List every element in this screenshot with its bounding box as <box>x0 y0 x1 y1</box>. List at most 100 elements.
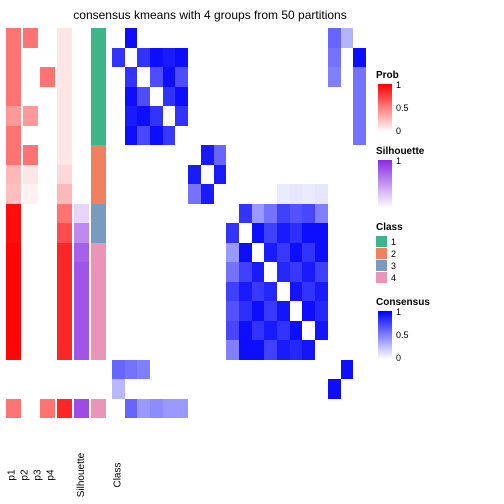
tick: 0 <box>396 353 409 363</box>
heatmap-cell <box>188 360 201 380</box>
heatmap-cell <box>328 321 341 341</box>
class-swatch <box>376 236 387 247</box>
heatmap-cell <box>150 399 163 419</box>
heatmap-cell <box>112 223 125 243</box>
heatmap-cell <box>252 223 265 243</box>
heatmap-cell <box>163 321 176 341</box>
heatmap-cell <box>315 126 328 146</box>
heatmap-cell <box>163 67 176 87</box>
heatmap-cell <box>239 360 252 380</box>
heatmap-cell <box>125 28 138 48</box>
heatmap-cell <box>315 184 328 204</box>
heatmap-cell <box>302 360 315 380</box>
anno-cell <box>74 126 89 146</box>
anno-cell <box>6 223 21 243</box>
heatmap-cell <box>125 145 138 165</box>
heatmap-cell <box>328 48 341 68</box>
heatmap-cell <box>112 301 125 321</box>
heatmap-cell <box>302 262 315 282</box>
anno-cell <box>91 262 106 282</box>
heatmap-cell <box>277 145 290 165</box>
heatmap-cell <box>137 165 150 185</box>
heatmap-cell <box>214 145 227 165</box>
heatmap-cell <box>264 145 277 165</box>
heatmap-cell <box>353 145 366 165</box>
anno-cell <box>57 106 72 126</box>
anno-cell <box>57 243 72 263</box>
heatmap-cell <box>125 360 138 380</box>
legend-cons-title: Consensus <box>376 297 498 308</box>
heatmap-cell <box>252 340 265 360</box>
heatmap-cell <box>239 301 252 321</box>
heatmap-cell <box>226 360 239 380</box>
anno-cell <box>6 379 21 399</box>
heatmap-cell <box>290 360 303 380</box>
heatmap-cell <box>175 223 188 243</box>
heatmap-cell <box>214 67 227 87</box>
heatmap-cell <box>239 262 252 282</box>
heatmap-cell <box>188 67 201 87</box>
heatmap-cell <box>328 243 341 263</box>
heatmap-cell <box>214 360 227 380</box>
heatmap-cell <box>214 106 227 126</box>
heatmap-cell <box>175 379 188 399</box>
heatmap-cell <box>264 379 277 399</box>
anno-cell <box>57 48 72 68</box>
anno-cell <box>6 48 21 68</box>
heatmap-cell <box>150 340 163 360</box>
legend-consensus: Consensus 1 0.5 0 <box>376 297 498 359</box>
anno-cell <box>23 301 38 321</box>
heatmap-cell <box>328 87 341 107</box>
anno-col-p4 <box>57 28 72 418</box>
heatmap-cell <box>214 204 227 224</box>
heatmap-cell <box>239 223 252 243</box>
anno-cell <box>40 48 55 68</box>
heatmap-cell <box>328 282 341 302</box>
heatmap-cell <box>188 243 201 263</box>
heatmap-cell <box>188 399 201 419</box>
heatmap-cell <box>264 301 277 321</box>
heatmap-cell <box>328 204 341 224</box>
heatmap-cell <box>277 379 290 399</box>
heatmap-cell <box>175 340 188 360</box>
heatmap-cell <box>239 106 252 126</box>
heatmap-cell <box>252 145 265 165</box>
anno-cell <box>91 106 106 126</box>
heatmap-cell <box>125 262 138 282</box>
heatmap-cell <box>175 145 188 165</box>
heatmap-cell <box>175 126 188 146</box>
heatmap-cell <box>239 204 252 224</box>
heatmap-cell <box>125 87 138 107</box>
anno-cell <box>6 340 21 360</box>
heatmap-cell <box>125 106 138 126</box>
heatmap-cell <box>175 243 188 263</box>
heatmap-cell <box>214 301 227 321</box>
heatmap-cell <box>315 282 328 302</box>
heatmap-cell <box>163 28 176 48</box>
heatmap-cell <box>302 321 315 341</box>
anno-cell <box>91 340 106 360</box>
heatmap-cell <box>214 48 227 68</box>
heatmap-cell <box>214 399 227 419</box>
anno-cell <box>6 145 21 165</box>
heatmap-cell <box>252 106 265 126</box>
heatmap-cell <box>290 282 303 302</box>
heatmap-cell <box>353 243 366 263</box>
heatmap-cell <box>137 106 150 126</box>
heatmap-cell <box>150 48 163 68</box>
heatmap-cell <box>214 321 227 341</box>
heatmap-cell <box>328 184 341 204</box>
heatmap-cell <box>239 184 252 204</box>
heatmap-cell <box>163 223 176 243</box>
heatmap-cell <box>302 282 315 302</box>
anno-cell <box>91 165 106 185</box>
heatmap-cell <box>163 204 176 224</box>
heatmap-cell <box>112 379 125 399</box>
heatmap-cell <box>163 399 176 419</box>
heatmap-cell <box>315 379 328 399</box>
heatmap-cell <box>290 301 303 321</box>
heatmap-cell <box>112 184 125 204</box>
heatmap-cell <box>302 145 315 165</box>
anno-cell <box>57 145 72 165</box>
anno-cell <box>6 360 21 380</box>
